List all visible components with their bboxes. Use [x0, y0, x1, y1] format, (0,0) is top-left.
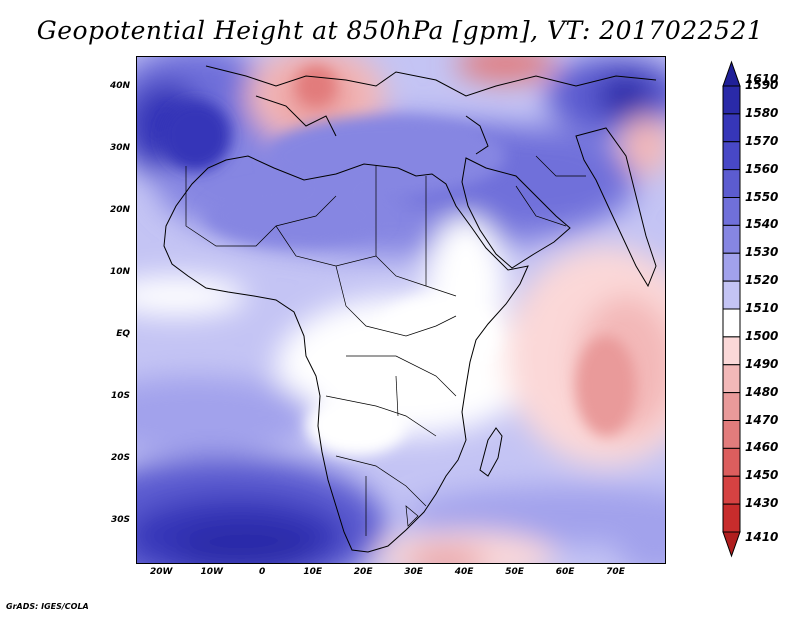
colorbar-swatch — [722, 85, 741, 115]
colorbar-swatch — [722, 475, 741, 505]
map-title: Geopotential Height at 850hPa [gpm], VT:… — [36, 16, 764, 45]
x-tick-label: 20E — [353, 567, 373, 577]
colorbar-bottom-arrow — [722, 531, 741, 558]
y-tick-label: 30N — [109, 142, 130, 153]
colorbar-label: 1540 — [745, 217, 779, 232]
colorbar-label: 1470 — [745, 412, 779, 427]
y-tick-label: 40N — [109, 80, 130, 91]
colorbar-label: 1480 — [745, 384, 779, 399]
colorbar-label: 1510 — [745, 301, 779, 315]
map-frame — [136, 56, 666, 564]
colorbar-label: 1490 — [745, 356, 779, 371]
colorbar-swatch — [722, 392, 741, 421]
x-tick-label: 0 — [259, 567, 266, 577]
colorbar-label: 1460 — [745, 440, 779, 455]
colorbar-swatch — [722, 503, 741, 533]
colorbar-label: 1500 — [745, 328, 779, 343]
coastlines — [163, 65, 657, 553]
colorbar-label: 1450 — [745, 468, 779, 483]
colorbar-label: 1410 — [745, 530, 779, 544]
x-tick-label: 50E — [505, 567, 524, 577]
colorbar-top-arrow — [722, 60, 741, 87]
x-tick-label: 30E — [404, 567, 423, 577]
colorbar-label: 1520 — [745, 273, 779, 288]
colorbar-swatch — [722, 447, 741, 477]
country-borders — [185, 155, 586, 536]
colorbar-label: 1430 — [745, 496, 779, 511]
y-tick-label: 20N — [109, 204, 130, 215]
colorbar-swatch — [722, 252, 741, 282]
x-tick-label: 20W — [150, 567, 173, 577]
y-tick-label: 20S — [110, 452, 130, 463]
colorbar-swatch — [722, 336, 741, 366]
colorbar-swatch — [722, 197, 741, 226]
x-tick-label: 10E — [303, 567, 322, 577]
map-panel — [136, 56, 666, 564]
colorbar-label: 1590 — [745, 78, 779, 92]
colorbar-label: 1530 — [745, 245, 779, 260]
x-tick-label: 70E — [606, 567, 625, 577]
colorbar-label: 1610 — [745, 72, 779, 86]
geopotential-height-map — [136, 56, 666, 564]
colorbar-swatch — [722, 224, 741, 254]
colorbar-label: 1570 — [745, 133, 779, 148]
colorbar-label: 1550 — [745, 189, 779, 204]
colorbar-swatch — [722, 169, 741, 198]
colorbar-swatch — [722, 280, 741, 310]
footer-credit: GrADS: IGES/COLA — [6, 602, 89, 611]
colorbar-swatch — [722, 420, 741, 449]
colorbar-swatch — [722, 113, 741, 143]
y-tick-label: EQ — [116, 328, 130, 339]
y-tick-label: 10N — [109, 266, 130, 277]
height-field-detail — [161, 66, 636, 456]
x-tick-label: 60E — [555, 567, 575, 577]
colorbar-label: 1580 — [745, 105, 779, 120]
colorbar-label: 1560 — [745, 161, 779, 176]
colorbar-swatch — [722, 364, 741, 394]
colorbar-swatch — [722, 141, 741, 171]
x-tick-label: 10W — [200, 567, 223, 577]
colorbar-swatch — [722, 308, 741, 338]
x-tick-label: 40E — [454, 567, 474, 577]
y-tick-label: 10S — [110, 390, 130, 401]
y-tick-label: 30S — [110, 514, 130, 525]
